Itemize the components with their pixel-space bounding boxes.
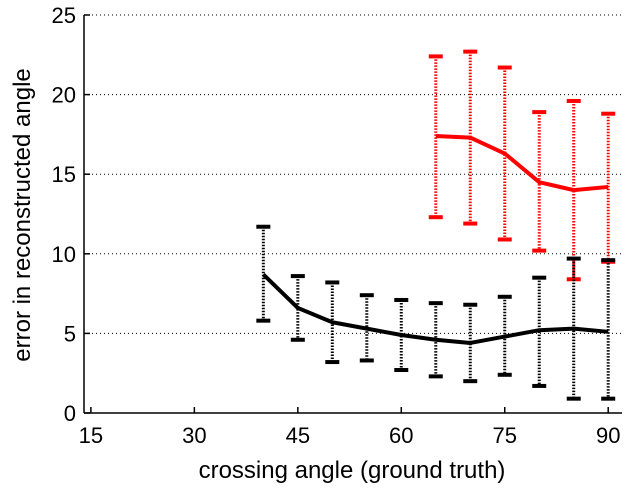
y-axis-label: error in reconstructed angle: [9, 68, 36, 361]
y-tick-label: 0: [64, 401, 76, 426]
series-line: [435, 133, 609, 193]
x-tick-label: 15: [79, 423, 103, 448]
x-tick-label: 75: [493, 423, 517, 448]
grid-lines: [84, 14, 622, 334]
x-tick-label: 90: [596, 423, 620, 448]
y-tick-label: 20: [52, 83, 76, 108]
y-tick-label: 10: [52, 242, 76, 267]
axes: [83, 15, 622, 414]
ticks: 0 5 10 15 20 25 15 30 45 60 75 90: [52, 3, 621, 448]
y-tick-label: 25: [52, 3, 76, 28]
x-tick-label: 30: [182, 423, 206, 448]
series-line: [261, 273, 609, 345]
series-marks: [256, 49, 616, 401]
x-axis-label: crossing angle (ground truth): [199, 457, 506, 484]
series-0: [428, 49, 616, 282]
x-tick-label: 45: [286, 423, 310, 448]
y-tick-label: 15: [52, 162, 76, 187]
y-tick-label: 5: [64, 321, 76, 346]
x-tick-label: 60: [389, 423, 413, 448]
series-1: [256, 224, 616, 401]
